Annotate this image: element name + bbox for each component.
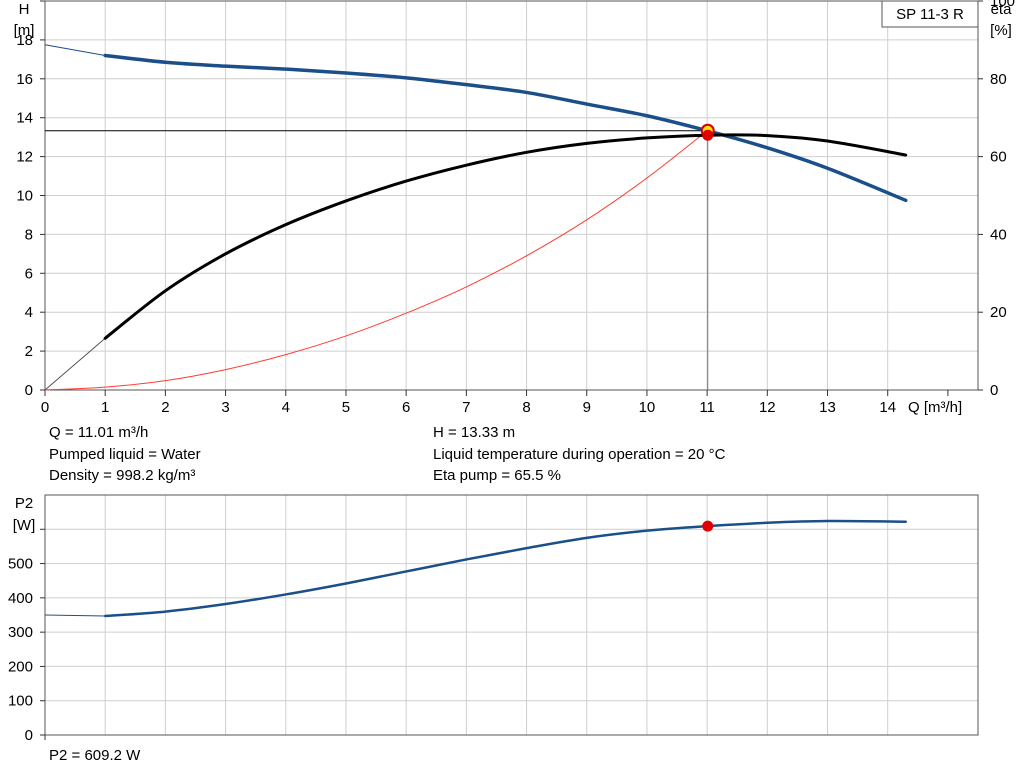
y-axis-unit: [m]: [14, 22, 35, 39]
x-tick-label: 10: [639, 399, 656, 416]
y-tick-label: 2: [25, 343, 33, 360]
pumped-liquid-readout: Pumped liquid = Water: [49, 446, 201, 463]
flow-readout: Q = 11.01 m³/h: [49, 424, 149, 441]
x-tick-label: 2: [161, 399, 169, 416]
p2-axis-label: P2: [15, 495, 33, 512]
eta-curve: [103, 133, 908, 340]
p2-curve-extrapolated: [44, 614, 106, 617]
y-axis-label: H: [19, 1, 30, 18]
x-tick-label: 3: [221, 399, 229, 416]
x-tick-label: 0: [41, 399, 49, 416]
x-tick-label: 5: [342, 399, 350, 416]
y-tick-label: 0: [25, 382, 33, 399]
x-axis-label: Q [m³/h]: [908, 399, 962, 416]
system-curve: [44, 130, 708, 391]
y-tick-label: 18: [16, 32, 33, 49]
x-tick-label: 4: [282, 399, 290, 416]
x-tick-label: 8: [522, 399, 530, 416]
x-tick-label: 14: [879, 399, 896, 416]
p2-tick-label: 300: [8, 624, 33, 641]
head-readout: H = 13.33 m: [433, 424, 516, 441]
y2-tick-label: 100: [990, 0, 1015, 10]
x-tick-label: 11: [699, 399, 715, 416]
p2-curve: [103, 519, 908, 618]
y-tick-label: 12: [16, 149, 33, 166]
p2-axis-unit: [W]: [13, 517, 36, 534]
p2-tick-label: 400: [8, 590, 33, 607]
x-tick-label: 13: [819, 399, 836, 416]
y-tick-label: 16: [16, 71, 33, 88]
x-tick-label: 1: [101, 399, 109, 416]
y2-tick-label: 60: [990, 149, 1007, 166]
x-tick-label: 9: [583, 399, 591, 416]
density-readout: Density = 998.2 kg/m³: [49, 467, 196, 484]
eta-curve-extrapolated: [44, 337, 106, 391]
head-curve-extrapolated: [44, 44, 106, 56]
x-tick-label: 6: [402, 399, 410, 416]
model-title-box: [881, 0, 979, 28]
y-tick-label: 4: [25, 304, 33, 321]
duty-point-p2-marker: [702, 520, 714, 532]
chart-title: SP 11-3 R: [896, 6, 964, 23]
y2-axis-label: eta: [991, 1, 1013, 18]
y-tick-label: 8: [25, 226, 33, 243]
p2-tick-label: 200: [8, 658, 33, 675]
head-curve: [103, 53, 908, 203]
p2-tick-label: 100: [8, 693, 33, 710]
liquid-temperature-readout: Liquid temperature during operation = 20…: [433, 446, 726, 463]
y2-tick-label: 20: [990, 304, 1007, 321]
y-tick-label: 10: [16, 188, 33, 205]
p2-readout: P2 = 609.2 W: [49, 747, 141, 764]
y2-tick-label: 80: [990, 71, 1007, 88]
y-tick-label: 6: [25, 265, 33, 282]
y2-tick-label: 40: [990, 226, 1007, 243]
p2-tick-label: 0: [25, 727, 33, 744]
duty-point-eta-marker: [702, 129, 714, 141]
y2-tick-label: 0: [990, 382, 998, 399]
bottom-plot-frame: [44, 494, 979, 736]
x-tick-label: 7: [462, 399, 470, 416]
x-tick-label: 12: [759, 399, 776, 416]
eta-pump-readout: Eta pump = 65.5 %: [433, 467, 561, 484]
p2-tick-label: 500: [8, 556, 33, 573]
y-tick-label: 14: [16, 110, 33, 127]
y2-axis-unit: [%]: [990, 22, 1012, 39]
